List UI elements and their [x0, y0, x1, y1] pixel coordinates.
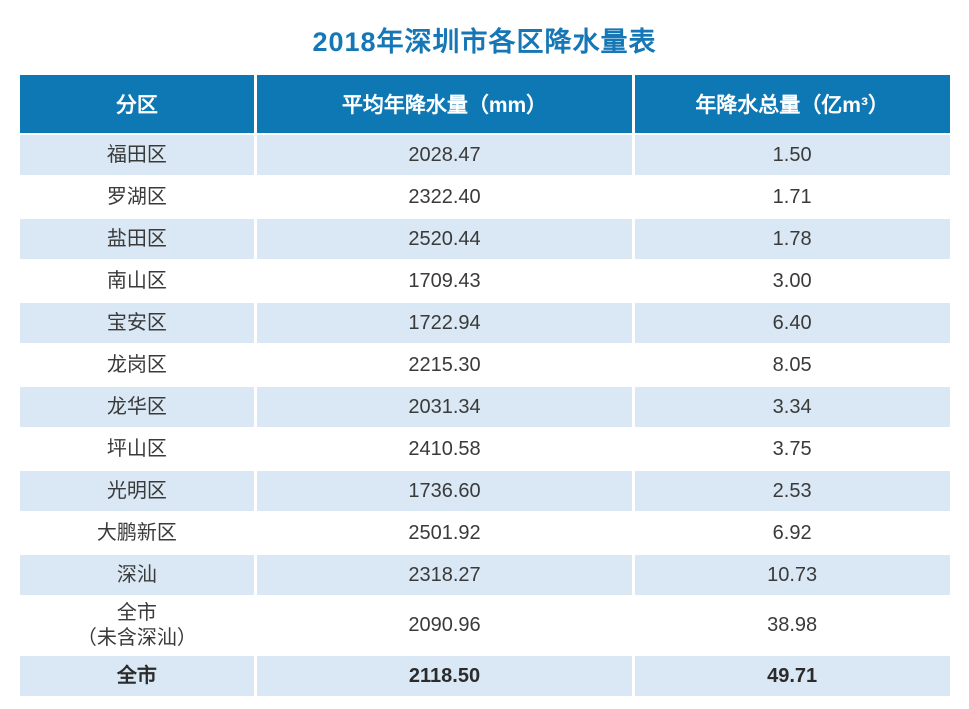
cell-total: 1.71 [633, 176, 950, 219]
cell-district: 坪山区 [19, 428, 258, 471]
cell-district: 福田区 [19, 134, 258, 177]
cell-district: 大鹏新区 [19, 512, 258, 555]
table-row: 南山区 1709.43 3.00 [19, 260, 950, 303]
cell-district: 深汕 [19, 554, 258, 597]
cell-avg: 1709.43 [255, 260, 635, 303]
rainfall-table: 分区 平均年降水量（mm） 年降水总量（亿m³） 福田区 2028.47 1.5… [19, 75, 950, 698]
table-row: 盐田区 2520.44 1.78 [19, 218, 950, 261]
cell-avg: 2090.96 [255, 596, 635, 656]
table-header: 分区 平均年降水量（mm） 年降水总量（亿m³） [19, 75, 950, 135]
cell-avg: 2215.30 [255, 344, 635, 387]
table-row: 大鹏新区 2501.92 6.92 [19, 512, 950, 555]
table-row: 龙岗区 2215.30 8.05 [19, 344, 950, 387]
table-row-citywide-excl-shenshan: 全市 （未含深汕） 2090.96 38.98 [19, 596, 950, 656]
cell-total: 3.75 [633, 428, 950, 471]
cell-district: 全市 （未含深汕） [19, 596, 258, 656]
cell-total: 1.78 [633, 218, 950, 261]
cell-avg: 2318.27 [255, 554, 635, 597]
table-row: 光明区 1736.60 2.53 [19, 470, 950, 513]
cell-district: 龙华区 [19, 386, 258, 429]
cell-district: 盐田区 [19, 218, 258, 261]
cell-district: 宝安区 [19, 302, 258, 345]
cell-total: 3.00 [633, 260, 950, 303]
header-district: 分区 [19, 75, 258, 135]
cell-district: 南山区 [19, 260, 258, 303]
cell-avg: 2501.92 [255, 512, 635, 555]
header-total-rainfall: 年降水总量（亿m³） [633, 75, 950, 135]
table-row: 罗湖区 2322.40 1.71 [19, 176, 950, 219]
cell-total: 1.50 [633, 134, 950, 177]
cell-district: 罗湖区 [19, 176, 258, 219]
cell-district: 龙岗区 [19, 344, 258, 387]
cell-total: 3.34 [633, 386, 950, 429]
header-row: 分区 平均年降水量（mm） 年降水总量（亿m³） [19, 75, 950, 135]
cell-total: 38.98 [633, 596, 950, 656]
cell-avg: 2118.50 [255, 655, 635, 698]
cell-total: 49.71 [633, 655, 950, 698]
table-row: 深汕 2318.27 10.73 [19, 554, 950, 597]
cell-total: 8.05 [633, 344, 950, 387]
cell-avg: 2410.58 [255, 428, 635, 471]
page-title: 2018年深圳市各区降水量表 [312, 27, 657, 57]
cell-avg: 1736.60 [255, 470, 635, 513]
cell-total: 10.73 [633, 554, 950, 597]
table-row: 坪山区 2410.58 3.75 [19, 428, 950, 471]
cell-avg: 2520.44 [255, 218, 635, 261]
cell-avg: 1722.94 [255, 302, 635, 345]
cell-avg: 2031.34 [255, 386, 635, 429]
cell-total: 2.53 [633, 470, 950, 513]
cell-district: 光明区 [19, 470, 258, 513]
cell-avg: 2322.40 [255, 176, 635, 219]
table-row: 福田区 2028.47 1.50 [19, 134, 950, 177]
table-row-citywide-total: 全市 2118.50 49.71 [19, 655, 950, 698]
table-body: 福田区 2028.47 1.50 罗湖区 2322.40 1.71 盐田区 25… [19, 134, 950, 698]
cell-total: 6.92 [633, 512, 950, 555]
table-row: 龙华区 2031.34 3.34 [19, 386, 950, 429]
table-row: 宝安区 1722.94 6.40 [19, 302, 950, 345]
cell-total: 6.40 [633, 302, 950, 345]
cell-avg: 2028.47 [255, 134, 635, 177]
cell-district: 全市 [19, 655, 258, 698]
header-avg-rainfall: 平均年降水量（mm） [255, 75, 635, 135]
